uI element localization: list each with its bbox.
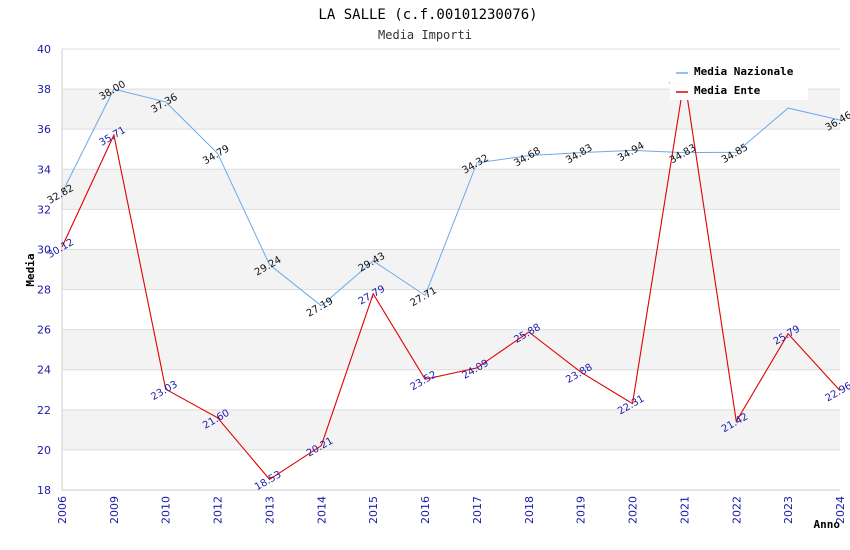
y-axis-ticks: 18 20 22 24 26 28 30 32 34 36 38 40: [37, 43, 51, 497]
x-tick-label: 2021: [678, 496, 691, 524]
plot-band: [62, 249, 840, 290]
plot-band: [62, 409, 840, 450]
data-label: 34.83: [668, 143, 698, 167]
y-tick-label: 20: [37, 444, 51, 457]
plot-band: [62, 329, 840, 370]
x-tick-label: 2017: [471, 496, 484, 524]
x-tick-label: 2018: [523, 496, 536, 524]
data-label: 34.68: [512, 146, 542, 170]
y-tick-label: 28: [37, 284, 51, 297]
y-tick-label: 22: [37, 404, 51, 417]
y-tick-label: 30: [37, 243, 51, 256]
x-tick-label: 2009: [108, 496, 121, 524]
x-axis-ticks: 2006 2009 2010 2012 2013 2014 2015 2016 2017 2018…: [56, 496, 847, 524]
data-label: 34.83: [564, 143, 594, 167]
y-tick-label: 32: [37, 203, 51, 216]
data-label: 23.52: [409, 369, 439, 393]
plot-band: [62, 169, 840, 210]
x-tick-label: 2024: [834, 496, 847, 524]
x-tick-label: 2013: [263, 496, 276, 524]
data-label: 34.79: [201, 143, 231, 167]
x-tick-label: 2019: [575, 496, 588, 524]
chart-subtitle: Media Importi: [378, 28, 472, 42]
y-tick-label: 18: [37, 484, 51, 497]
y-tick-label: 34: [37, 163, 51, 176]
x-tick-label: 2015: [367, 496, 380, 524]
legend: Media Nazionale Media Ente: [670, 60, 808, 100]
y-tick-label: 36: [37, 123, 51, 136]
x-tick-label: 2023: [782, 496, 795, 524]
plot-background-bands: [62, 89, 840, 450]
y-tick-label: 40: [37, 43, 51, 56]
x-tick-label: 2006: [56, 496, 69, 524]
y-tick-label: 24: [37, 364, 51, 377]
x-tick-label: 2020: [627, 496, 640, 524]
data-label: 34.85: [720, 142, 750, 166]
legend-background: [670, 60, 808, 100]
y-axis-label: Media: [24, 253, 37, 286]
x-tick-label: 2014: [315, 496, 328, 524]
x-tick-label: 2010: [160, 496, 173, 524]
chart-title: LA SALLE (c.f.00101230076): [318, 7, 537, 23]
data-label: 27.19: [305, 296, 335, 320]
x-tick-label: 2016: [419, 496, 432, 524]
legend-label-media-ente: Media Ente: [694, 84, 761, 97]
y-tick-label: 38: [37, 83, 51, 96]
x-tick-label: 2012: [212, 496, 225, 524]
data-label: 34.94: [616, 140, 646, 164]
series-line-media-ente: [61, 78, 841, 481]
x-axis-label: Anno: [814, 518, 841, 531]
x-tick-label: 2022: [730, 496, 743, 524]
series-line-media-nazionale: [61, 88, 841, 307]
y-tick-label: 26: [37, 324, 51, 337]
data-label: 22.96: [824, 380, 850, 404]
series-lines: [61, 78, 841, 481]
legend-label-media-nazionale: Media Nazionale: [694, 65, 794, 78]
